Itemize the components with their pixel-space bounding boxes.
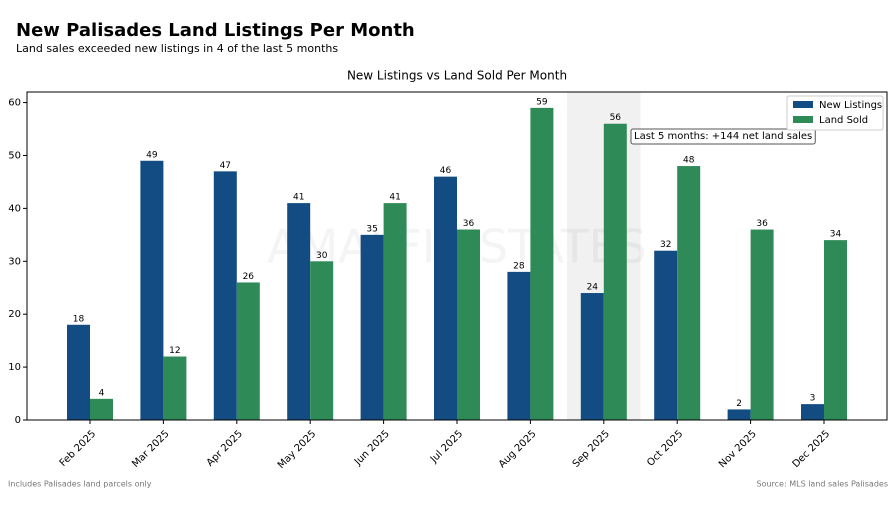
bar: [67, 324, 90, 420]
bar: [434, 176, 457, 420]
bar: [654, 250, 678, 420]
bar: [530, 107, 554, 420]
x-tick-label: Sep 2025: [571, 428, 612, 469]
value-label: 3: [810, 394, 816, 404]
legend-swatch: [793, 116, 813, 123]
legend-swatch: [793, 101, 813, 108]
x-tick-label: Feb 2025: [58, 428, 99, 469]
value-label: 4: [99, 388, 105, 398]
footnote: Source: MLS land sales Palisades: [757, 480, 889, 489]
bar: [824, 240, 847, 420]
bar: [750, 229, 774, 420]
value-label: 49: [146, 150, 158, 160]
legend: New Listings Land Sold: [786, 95, 884, 131]
annotation-text: Last 5 months: +144 net land sales: [634, 131, 812, 142]
x-tick-label: Jul 2025: [428, 428, 465, 465]
bar: [140, 160, 164, 420]
y-tick-label: 20: [8, 309, 21, 320]
x-tick-label: Nov 2025: [717, 428, 759, 470]
value-label: 56: [610, 113, 622, 123]
value-label: 47: [220, 161, 231, 171]
value-label: 34: [830, 230, 842, 240]
x-tick-label: Aug 2025: [497, 428, 539, 470]
x-tick-label: May 2025: [276, 428, 319, 471]
bar: [580, 293, 604, 420]
value-label: 48: [683, 156, 695, 166]
value-label: 24: [587, 283, 599, 293]
x-tick-label: Apr 2025: [205, 428, 245, 468]
annotation-box: [630, 128, 816, 145]
value-label: 32: [660, 240, 671, 250]
value-label: 41: [293, 193, 304, 203]
plot-title: New Listings vs Land Sold Per Month: [347, 69, 567, 83]
bar: [677, 166, 701, 420]
value-label: 26: [243, 272, 255, 282]
chart-title: New Palisades Land Listings Per Month: [16, 20, 415, 41]
bar: [801, 404, 824, 420]
y-tick-label: 40: [8, 203, 21, 214]
value-label: 18: [73, 314, 85, 324]
y-tick-label: 10: [8, 362, 21, 373]
y-tick-label: 50: [8, 150, 21, 161]
legend-label: New Listings: [819, 100, 882, 111]
bar: [603, 123, 627, 420]
bar: [457, 229, 480, 420]
bar: [383, 203, 407, 420]
bar: [507, 271, 531, 420]
bar: [163, 356, 187, 420]
value-label: 46: [440, 166, 452, 176]
bar: [287, 203, 311, 420]
legend-label: Land Sold: [819, 115, 868, 126]
y-tick-label: 30: [8, 256, 21, 267]
value-label: 12: [169, 346, 180, 356]
value-label: 36: [463, 219, 475, 229]
x-tick-label: Oct 2025: [645, 428, 685, 468]
bar: [213, 171, 237, 420]
bar: [236, 282, 260, 420]
x-tick-label: Dec 2025: [791, 428, 833, 470]
x-tick-label: Jun 2025: [352, 428, 392, 468]
value-label: 41: [389, 193, 400, 203]
x-tick-label: Mar 2025: [130, 428, 171, 469]
annotation: Last 5 months: +144 net land sales: [630, 128, 816, 145]
value-label: 59: [536, 97, 548, 107]
value-label: 36: [756, 219, 768, 229]
chart-subtitle: Land sales exceeded new listings in 4 of…: [16, 42, 338, 55]
value-label: 28: [513, 261, 525, 271]
y-tick-label: 0: [15, 415, 21, 426]
value-label: 30: [316, 251, 328, 261]
y-tick-label: 60: [8, 98, 21, 109]
plot-frame: [26, 91, 888, 421]
bar: [310, 261, 334, 420]
value-label: 2: [736, 399, 742, 409]
bar: [90, 398, 113, 420]
bar: [727, 409, 751, 420]
bar: [360, 234, 384, 420]
footnote: Includes Palisades land parcels only: [8, 480, 152, 489]
value-label: 35: [366, 224, 377, 234]
